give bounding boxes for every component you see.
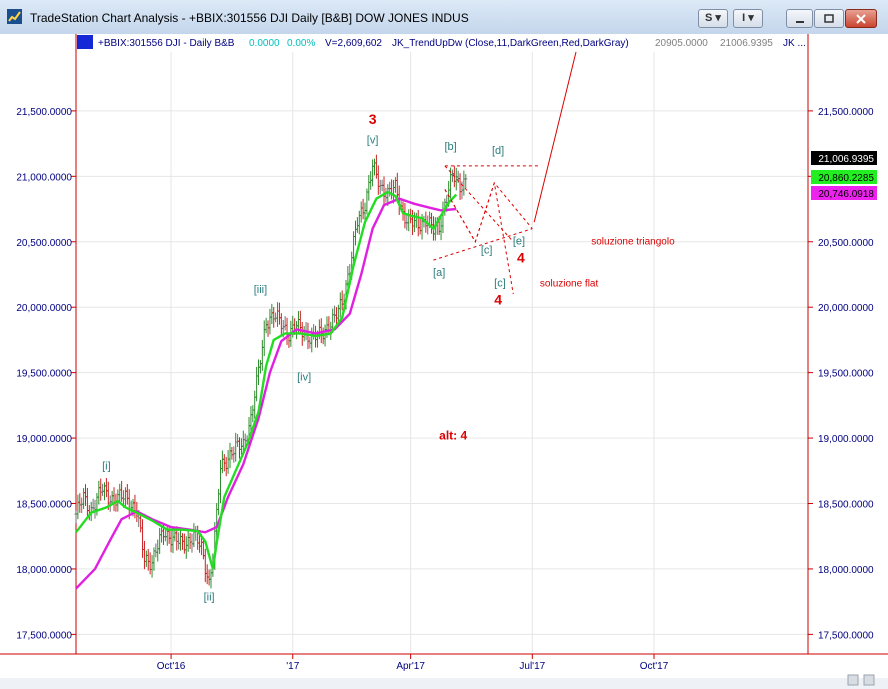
wave-label: [v] [367,135,379,147]
wave-label: [ii] [204,591,215,603]
price-tag-label: 20,746.0918 [818,189,874,200]
x-tick-label: Apr'17 [396,661,425,672]
title-bar[interactable]: TradeStation Chart Analysis - +BBIX:3015… [0,0,888,35]
y-tick-label-left: 17,500.0000 [16,630,72,641]
projection-triangle-dashed [444,181,533,244]
header-indicator: JK_TrendUpDw (Close,11,DarkGreen,Red,Dar… [392,38,629,49]
wave-annotations: 3 [v] [b] [d] [c] [e] soluzione triangolo 4 [a] [… [102,111,675,603]
header-change-pct: 0.00% [287,38,315,49]
header-symbol: +BBIX:301556 DJI - Daily B&B [98,38,235,49]
x-tick-label: Jul'17 [519,661,545,672]
wave-label: [iii] [254,284,267,296]
wave-label: [c] [481,245,493,257]
symbol-link-label: S [705,12,713,24]
symbol-color-swatch [77,35,93,49]
wave-label: [c] [494,277,506,289]
header-change: 0.0000 [249,38,280,49]
last-price-tags: 21,006.9395 20,860.2285 20,746.0918 [811,151,877,200]
y-tick-label-right: 20,500.0000 [818,238,874,249]
wave-label: alt: 4 [439,428,467,442]
price-axis: 21,500.000021,500.000021,000.000021,000.… [16,107,874,641]
wave-label: 4 [517,250,525,266]
close-icon [856,14,866,24]
close-button[interactable] [845,9,877,28]
price-tag-box [811,186,877,200]
projection-upper-trend-dashed [444,165,514,243]
y-tick-label-right: 18,500.0000 [818,500,874,511]
target-projection-line [533,51,577,223]
wave-label: 4 [494,292,502,308]
y-tick-label-left: 21,000.0000 [16,172,72,183]
price-tag-box [811,170,877,184]
y-tick-label-left: 20,500.0000 [16,238,72,249]
interval-link-button[interactable]: I ▾ [733,9,763,28]
tradestation-app-icon [7,9,22,24]
indicator-lines [75,190,458,590]
price-tag-label: 21,006.9395 [818,154,874,165]
wave-label: 3 [369,111,377,127]
header-tail: JK ... [783,38,806,49]
wave-label: [iv] [297,371,311,383]
price-tag-label: 20,860.2285 [818,173,874,184]
wave-label: [a] [433,267,445,279]
y-tick-label-right: 18,000.0000 [818,565,874,576]
wave-projections [433,51,577,295]
y-tick-label-left: 21,500.0000 [16,107,72,118]
date-axis: Oct'16 '17 Apr'17 Jul'17 Oct'17 [157,654,669,672]
maximize-icon [824,14,834,23]
x-tick-label: Oct'17 [640,661,669,672]
price-tag-box [811,151,877,165]
wave-label: [d] [492,145,504,157]
y-tick-label-left: 18,000.0000 [16,565,72,576]
y-tick-label-left: 18,500.0000 [16,500,72,511]
x-tick-label: '17 [286,661,299,672]
price-chart[interactable]: 3 [v] [b] [d] [c] [e] soluzione triangolo 4 [a] [… [0,34,888,689]
maximize-button[interactable] [814,9,844,28]
wave-label: [b] [444,141,456,153]
symbol-link-button[interactable]: S ▾ [698,9,728,28]
y-tick-label-left: 19,500.0000 [16,369,72,380]
projection-lower-trend-dashed [433,228,533,261]
minimize-button[interactable] [786,9,813,28]
wave-label: [i] [102,460,111,472]
interval-link-label: I [742,12,746,24]
wave-label: soluzione triangolo [591,236,675,247]
horizontal-scrollbar[interactable] [0,678,888,689]
x-tick-label: Oct'16 [157,661,186,672]
wave-label: soluzione flat [540,278,599,289]
chart-grid [76,52,808,654]
window-title: TradeStation Chart Analysis - +BBIX:3015… [30,11,469,25]
resize-grip-icon[interactable] [847,674,875,686]
wave-label: [e] [513,235,525,247]
y-tick-label-right: 20,000.0000 [818,303,874,314]
y-tick-label-left: 20,000.0000 [16,303,72,314]
header-volume: V=2,609,602 [325,38,382,49]
y-tick-label-left: 19,000.0000 [16,434,72,445]
y-tick-label-right: 19,000.0000 [818,434,874,445]
y-tick-label-right: 17,500.0000 [818,630,874,641]
minimize-icon [795,21,804,23]
green-trend-line [75,190,458,570]
header-value-2: 21006.9395 [720,38,773,49]
y-tick-label-right: 21,500.0000 [818,107,874,118]
header-value-1: 20905.0000 [655,38,708,49]
y-tick-label-right: 19,500.0000 [818,369,874,380]
